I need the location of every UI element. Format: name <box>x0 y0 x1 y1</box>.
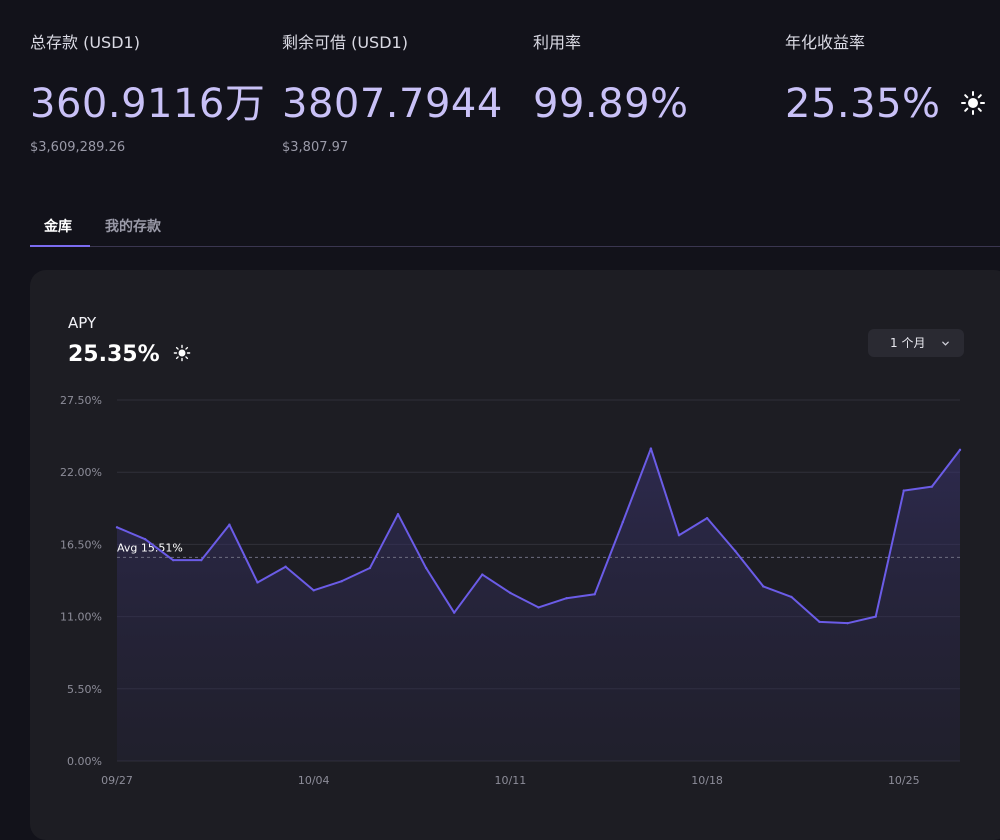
y-tick-label: 22.00% <box>60 466 102 479</box>
apy-data-point <box>424 566 428 570</box>
utilization-label: 利用率 <box>533 33 582 52</box>
apy-data-point <box>312 589 315 592</box>
apy-data-point <box>818 620 821 624</box>
average-label: Avg 15.51% <box>117 541 183 554</box>
chevron-down-icon <box>942 341 949 346</box>
utilization-value: 99.89% <box>533 81 689 127</box>
apy-stat-value: 25.35% <box>785 81 941 127</box>
apy-data-point <box>902 489 905 492</box>
apy-data-point <box>256 581 259 584</box>
total-deposits-stat: 总存款 (USD1) 360.9116万 $3,609,289.26 <box>30 32 270 155</box>
x-tick-label: 09/27 <box>101 774 133 787</box>
apy-stat-label: 年化收益率 <box>785 33 866 52</box>
apy-data-point <box>509 591 512 595</box>
time-range-select[interactable]: 1 个月 <box>868 329 964 357</box>
apy-data-point <box>677 534 681 537</box>
apy-data-point <box>481 573 484 576</box>
apy-data-point <box>172 558 175 562</box>
apy-data-point <box>453 611 456 614</box>
apy-data-point <box>958 448 962 452</box>
total-deposits-usd: $3,609,289.26 <box>30 140 126 155</box>
apy-data-point <box>537 606 540 609</box>
y-tick-label: 16.50% <box>60 538 102 551</box>
apy-card-title: APY <box>68 314 97 332</box>
apy-data-point <box>621 520 624 524</box>
total-deposits-value: 360.9116万 <box>30 81 266 127</box>
x-tick-label: 10/04 <box>298 774 330 787</box>
stats-row: 总存款 (USD1) 360.9116万 $3,609,289.26 剩余可借 … <box>30 32 1000 172</box>
y-tick-label: 11.00% <box>60 611 102 624</box>
apy-card-value: 25.35% <box>68 342 160 367</box>
tab-my-deposits[interactable]: 我的存款 <box>105 219 161 235</box>
sun-icon <box>174 344 191 362</box>
apy-data-point <box>565 597 568 600</box>
x-tick-label: 10/18 <box>691 774 723 787</box>
apy-data-point <box>874 615 877 618</box>
y-tick-label: 5.50% <box>67 683 102 696</box>
utilization-stat: 利用率 99.89% <box>533 32 773 128</box>
tab-vault[interactable]: 金库 <box>44 219 72 235</box>
apy-data-point <box>143 537 147 541</box>
apy-data-point <box>649 447 653 450</box>
apy-data-point <box>115 526 119 529</box>
y-tick-label: 27.50% <box>60 394 102 407</box>
available-borrow-usd: $3,807.97 <box>282 140 349 155</box>
available-borrow-value: 3807.7944 <box>282 81 503 127</box>
sun-icon <box>960 91 985 115</box>
apy-data-point <box>228 523 231 526</box>
apy-data-point <box>396 513 400 516</box>
apy-data-point <box>368 566 372 570</box>
apy-data-point <box>593 593 596 596</box>
apy-data-point <box>200 558 203 562</box>
apy-data-point <box>762 585 765 588</box>
apy-area-chart: 0.00% 5.50% 11.00% 16.50% 22.00% 27.50% Avg 15… <box>60 394 962 787</box>
apy-data-point <box>284 565 287 568</box>
apy-stat-value-row: 25.35% <box>785 80 1000 128</box>
apy-data-point <box>930 485 934 488</box>
apy-data-point <box>846 621 849 625</box>
y-tick-label: 0.00% <box>67 755 102 768</box>
apy-chart-card: APY 25.35% 1 个月 0.00% 5.50% 11.00% 16.50% 22… <box>30 270 1000 840</box>
apy-stat: 年化收益率 25.35% <box>785 32 1000 128</box>
tab-bar: 金库 我的存款 <box>30 208 1000 248</box>
available-borrow-label: 剩余可借 (USD1) <box>282 33 408 52</box>
apy-data-point <box>790 595 793 599</box>
active-tab-indicator <box>30 245 90 247</box>
tabs-divider <box>30 246 1000 247</box>
time-range-label: 1 个月 <box>890 336 926 350</box>
total-deposits-label: 总存款 (USD1) <box>30 33 140 52</box>
apy-card-value-row: 25.35% <box>68 342 191 367</box>
x-tick-label: 10/25 <box>888 774 920 787</box>
x-tick-label: 10/11 <box>495 774 527 787</box>
apy-data-point <box>734 549 737 553</box>
apy-data-point <box>705 516 709 520</box>
available-borrow-stat: 剩余可借 (USD1) 3807.7944 $3,807.97 <box>282 32 522 155</box>
apy-area-fill <box>117 448 960 761</box>
apy-data-point <box>340 579 343 583</box>
